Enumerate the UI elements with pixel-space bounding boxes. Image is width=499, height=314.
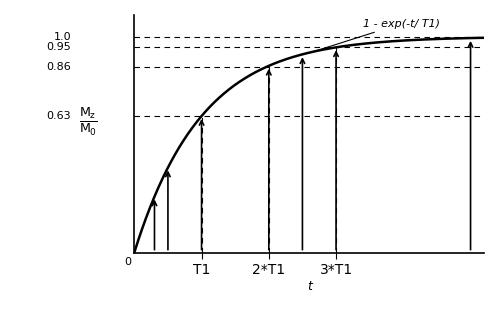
Text: 0.86: 0.86 bbox=[46, 62, 71, 72]
Text: 0: 0 bbox=[124, 257, 131, 267]
Text: 1.0: 1.0 bbox=[54, 32, 71, 41]
Text: 1 - exp(-t/ T1): 1 - exp(-t/ T1) bbox=[308, 19, 440, 53]
Text: $\mathregular{\frac{M_z}{M_0}}$: $\mathregular{\frac{M_z}{M_0}}$ bbox=[79, 106, 98, 138]
X-axis label: t: t bbox=[307, 280, 311, 293]
Text: 0.63: 0.63 bbox=[47, 111, 71, 122]
Text: 0.95: 0.95 bbox=[46, 42, 71, 52]
